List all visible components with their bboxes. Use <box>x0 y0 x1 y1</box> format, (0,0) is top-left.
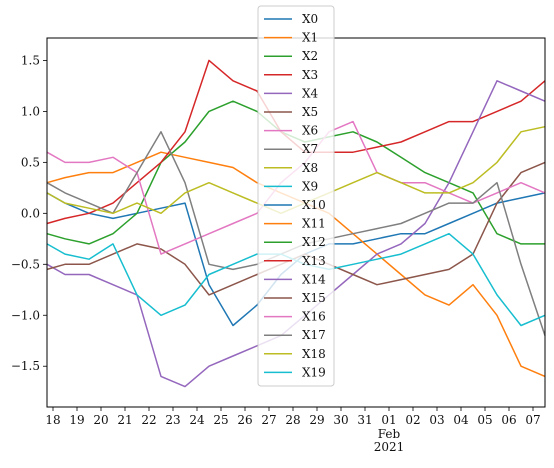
legend-label-x18: X18 <box>302 347 326 361</box>
legend-label-x13: X13 <box>302 254 326 268</box>
legend-label-x1: X1 <box>302 31 318 45</box>
x-tick-label-21: 21 <box>117 413 132 427</box>
x-tick-label-29: 29 <box>309 413 324 427</box>
x-tick-label-22: 22 <box>141 413 156 427</box>
x-tick-label-20: 20 <box>93 413 108 427</box>
legend-label-x12: X12 <box>302 235 326 249</box>
legend-label-x14: X14 <box>302 272 326 286</box>
legend-label-x7: X7 <box>302 142 318 156</box>
legend-label-x3: X3 <box>302 68 318 82</box>
x-tick-label-31: 31 <box>357 413 372 427</box>
x-tick-label-23: 23 <box>165 413 180 427</box>
x-tick-label-24: 24 <box>189 413 205 427</box>
x-tick-label-04: 04 <box>453 413 469 427</box>
legend-label-x11: X11 <box>302 217 326 231</box>
legend: X0 X1 X2 X3 X4 X5 X6 X7 X8 X9 X10 X11 X12 X13 X14 X15 X1… <box>257 5 335 387</box>
legend-label-x19: X19 <box>302 365 326 379</box>
x-tick-label-02: 02 <box>405 413 420 427</box>
legend-label-x0: X0 <box>302 12 318 26</box>
x-tick-label-27: 27 <box>261 413 276 427</box>
y-tick-label: −1.5 <box>11 359 40 373</box>
legend-label-x8: X8 <box>302 161 318 175</box>
legend-label-x5: X5 <box>302 105 318 119</box>
legend-label-x17: X17 <box>302 328 326 342</box>
x-tick-label-19: 19 <box>69 413 84 427</box>
legend-label-x15: X15 <box>302 291 326 305</box>
y-tick-label: 1.5 <box>21 53 40 67</box>
x-tick-label-30: 30 <box>333 413 348 427</box>
y-tick-label: 0.5 <box>21 155 40 169</box>
x-tick-label-28: 28 <box>285 413 300 427</box>
legend-box <box>257 5 335 387</box>
x-tick-sublabel-2021: 2021 <box>374 440 405 454</box>
x-tick-label-05: 05 <box>477 413 492 427</box>
x-tick-label-26: 26 <box>237 413 252 427</box>
legend-label-x16: X16 <box>302 310 326 324</box>
legend-label-x4: X4 <box>302 86 319 100</box>
x-tick-label-03: 03 <box>429 413 444 427</box>
x-tick-label-01: 01 <box>381 413 396 427</box>
legend-label-x6: X6 <box>302 124 318 138</box>
x-tick-sublabel-feb: Feb <box>378 427 401 441</box>
x-tick-label-25: 25 <box>213 413 228 427</box>
legend-label-x9: X9 <box>302 179 318 193</box>
y-tick-label: −1.0 <box>11 308 40 322</box>
x-tick-label-06: 06 <box>501 413 516 427</box>
y-tick-label: −0.5 <box>11 257 40 271</box>
y-tick-label: 1.0 <box>21 104 40 118</box>
y-tick-label: 0.0 <box>21 206 40 220</box>
legend-label-x10: X10 <box>302 198 326 212</box>
legend-label-x2: X2 <box>302 49 318 63</box>
x-tick-label-07: 07 <box>525 413 540 427</box>
x-tick-label-18: 18 <box>45 413 60 427</box>
